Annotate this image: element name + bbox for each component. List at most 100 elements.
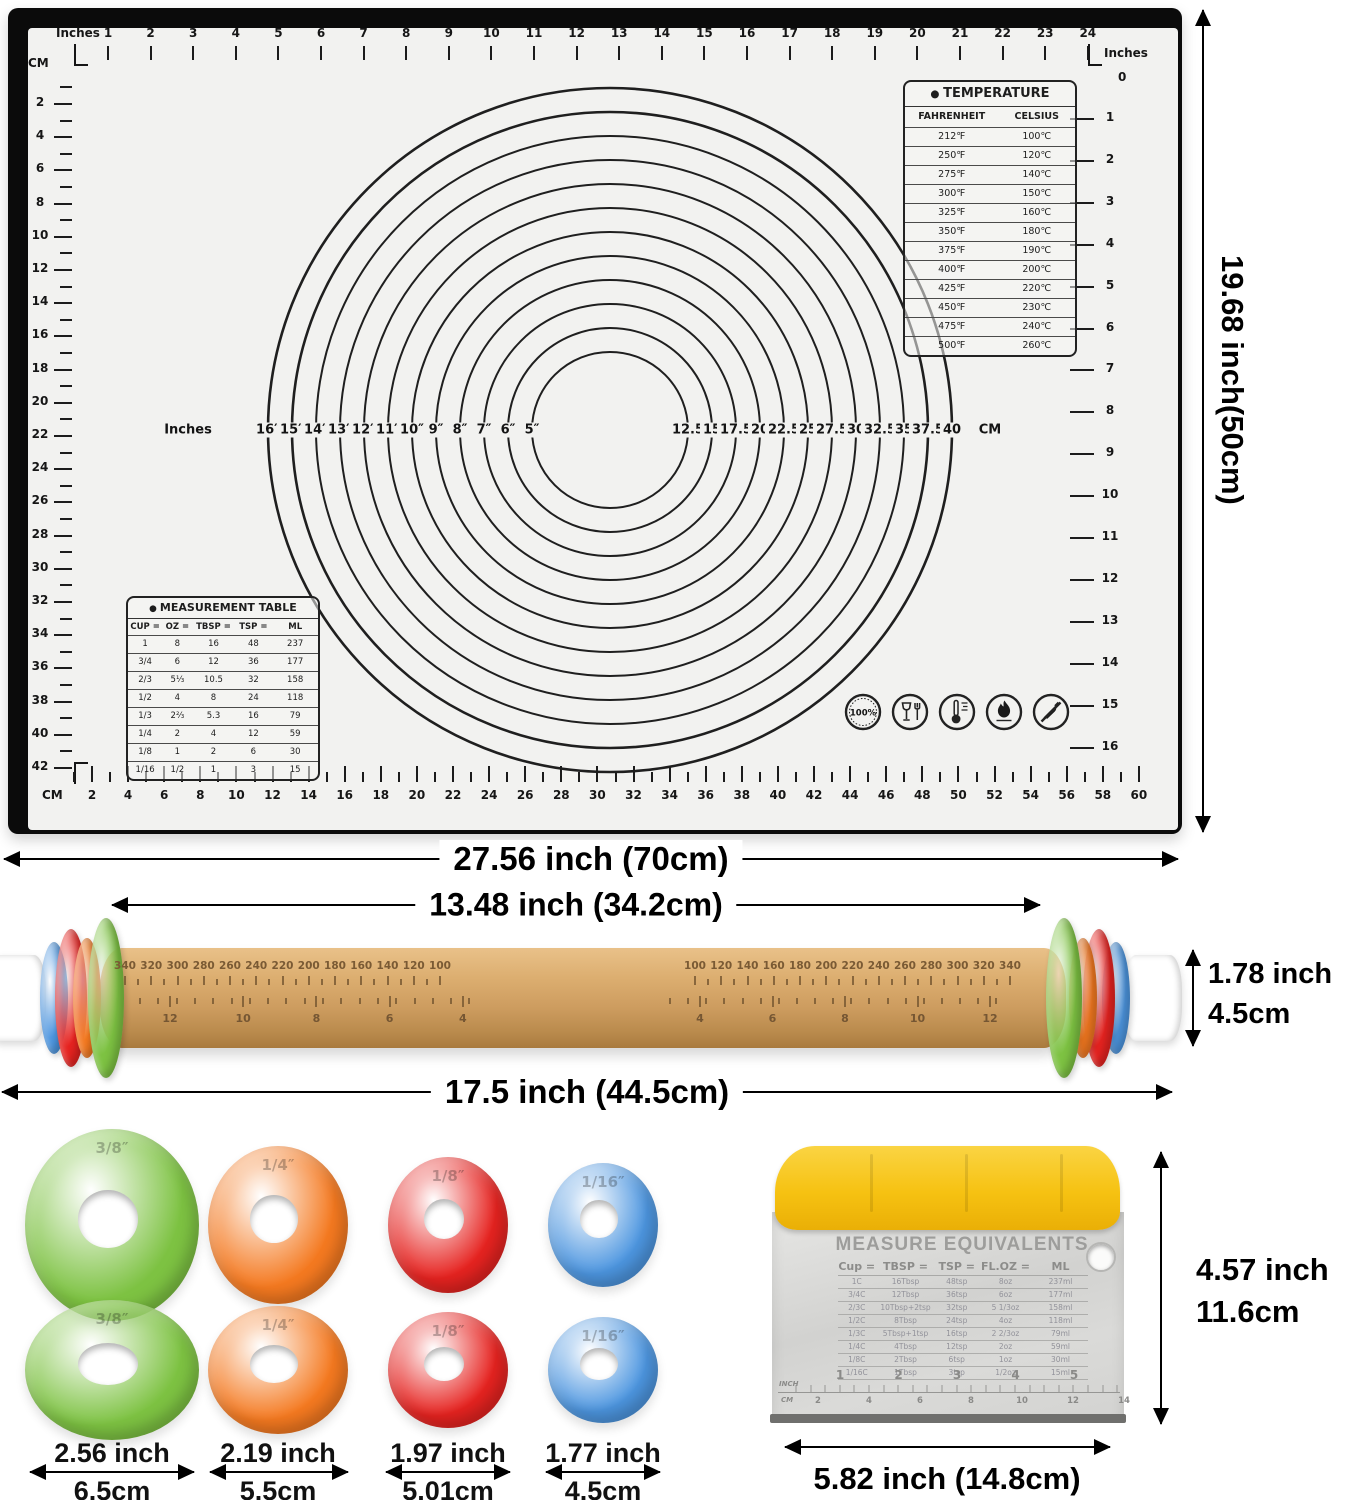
pin-inch-minor-tick bbox=[977, 998, 980, 1004]
mat-top-ruler-tick bbox=[447, 46, 450, 60]
mat-top-ruler-tick bbox=[149, 46, 152, 60]
measurement-table-header: CUP = OZ = TBSP = TSP = ML bbox=[128, 619, 318, 635]
mat-left-ruler-number: 10 bbox=[31, 227, 49, 242]
scraper-ruler-inch-number: 5 bbox=[1069, 1368, 1079, 1382]
table-cell: 3tsp bbox=[948, 1368, 965, 1377]
pin-inch-minor-tick bbox=[230, 998, 233, 1004]
circle-inch-label: 15″ bbox=[277, 422, 307, 438]
mat-right-ruler-dash bbox=[1070, 369, 1094, 372]
table-cell: 150℃ bbox=[1022, 188, 1052, 199]
table-cell: 12Tbsp bbox=[891, 1290, 920, 1299]
pin-inch-minor-tick bbox=[850, 998, 853, 1004]
table-cell: 400℉ bbox=[938, 264, 966, 275]
handle-groove bbox=[965, 1154, 968, 1212]
mat-top-ruler-number: 18 bbox=[823, 26, 841, 40]
table-cell: 190℃ bbox=[1022, 245, 1052, 256]
table-cell: 59ml bbox=[1051, 1342, 1070, 1351]
mat-left-ruler-minor bbox=[60, 584, 72, 587]
table-cell: 10Tbsp+2tsp bbox=[880, 1303, 931, 1312]
table-cell: 4 bbox=[174, 693, 181, 703]
pin-inch-minor-tick bbox=[395, 998, 398, 1004]
orange-thickness-ring: 1/4″ bbox=[208, 1146, 348, 1304]
table-cell: 1/4 bbox=[138, 729, 152, 739]
mat-right-ruler-dash bbox=[1070, 243, 1094, 246]
table-cell: 160℃ bbox=[1022, 207, 1052, 218]
pin-inch-tick bbox=[989, 996, 991, 1007]
mat-bottom-ruler-tick bbox=[1137, 766, 1140, 782]
mat-top-ruler-number: 22 bbox=[994, 26, 1011, 40]
circle-cm-label: 22.5 bbox=[764, 422, 804, 438]
mat-bottom-ruler-number: 58 bbox=[1094, 788, 1112, 802]
mat-bottom-ruler-tick bbox=[415, 766, 418, 782]
table-cell: 237 bbox=[287, 639, 304, 649]
mat-bottom-ruler-tick bbox=[379, 766, 382, 782]
table-row: 1/2C 8Tbsp 24tsp 4oz 118ml bbox=[838, 1315, 1088, 1328]
table-cell: 118 bbox=[287, 693, 304, 703]
mat-bottom-ruler-minor bbox=[939, 772, 942, 782]
mat-left-ruler-dash bbox=[54, 700, 72, 703]
circle-inch-label: 8″ bbox=[449, 422, 471, 438]
mat-bottom-ruler-minor bbox=[903, 772, 906, 782]
pin-mm-minor-tick bbox=[189, 979, 192, 985]
pin-mm-mark: 320 bbox=[972, 960, 995, 972]
circle-inch-label: 11″ bbox=[373, 422, 403, 438]
mat-right-ruler-number: 6 bbox=[1105, 319, 1115, 334]
table-row: 1/3C 5Tbsp+1tsp 16tsp 2 2/3oz 79ml bbox=[838, 1328, 1088, 1341]
table-cell: 1/3 bbox=[138, 711, 152, 721]
corner-bracket bbox=[74, 762, 88, 784]
table-cell: 120℃ bbox=[1022, 150, 1052, 161]
mat-bottom-ruler-number: 54 bbox=[1022, 788, 1039, 802]
mat-right-ruler-dash bbox=[1070, 578, 1094, 581]
mat-right-ruler-dash bbox=[1070, 746, 1094, 749]
svg-text:100%: 100% bbox=[850, 709, 877, 719]
mat-bottom-ruler-tick bbox=[560, 766, 563, 782]
mat-left-ruler-minor bbox=[60, 418, 72, 421]
pin-inch-minor-tick bbox=[687, 998, 690, 1004]
flame-icon bbox=[984, 692, 1024, 732]
pin-inch-tick bbox=[699, 996, 701, 1007]
table-cell: 1/3C bbox=[848, 1329, 866, 1338]
mat-bottom-ruler-minor bbox=[506, 772, 509, 782]
mat-top-ruler-tick bbox=[618, 46, 621, 60]
pin-inch-minor-tick bbox=[193, 998, 196, 1004]
green-adjust-ring bbox=[1046, 918, 1082, 1078]
ring-hole bbox=[423, 1198, 465, 1240]
pin-diameter-arrow bbox=[1185, 949, 1201, 1047]
pin-mm-minor-tick bbox=[399, 979, 402, 985]
circle-cm-label: 17.5 bbox=[716, 422, 756, 438]
mat-bottom-ruler-number: 50 bbox=[950, 788, 967, 802]
mat-top-ruler-tick bbox=[660, 46, 663, 60]
scraper-table-header: Cup = TBSP = TSP = FL.OZ = ML bbox=[838, 1260, 1088, 1276]
mat-bottom-ruler-minor bbox=[795, 772, 797, 782]
measurement-table: MEASUREMENT TABLE CUP = OZ = TBSP = TSP = ML 1… bbox=[126, 596, 320, 781]
pin-mm-mark: 120 bbox=[402, 960, 425, 972]
mat-bottom-ruler-tick bbox=[885, 766, 888, 782]
green-thickness-ring: 3/8″ bbox=[25, 1129, 199, 1321]
mat-bottom-ruler-tick bbox=[596, 766, 599, 782]
mat-top-ruler-tick bbox=[831, 46, 834, 60]
pin-mm-mark: 180 bbox=[324, 960, 346, 972]
mat-left-ruler-dash bbox=[54, 136, 72, 139]
table-row: 1/4C 4Tbsp 12tsp 2oz 59ml bbox=[838, 1341, 1088, 1354]
table-cell: 2⅔ bbox=[170, 711, 185, 721]
pin-mm-tick bbox=[439, 976, 441, 985]
mat-bottom-ruler-tick bbox=[452, 766, 454, 782]
green-thickness-ring: 3/8″ bbox=[25, 1300, 199, 1440]
table-cell: 2/3C bbox=[848, 1303, 866, 1312]
pin-inch-minor-tick bbox=[705, 998, 708, 1004]
table-cell: 16Tbsp bbox=[891, 1277, 920, 1286]
ring-width-arrow bbox=[29, 1464, 195, 1480]
table-cell: 1C bbox=[851, 1277, 862, 1286]
table-row: 400℉ 200℃ bbox=[905, 260, 1075, 279]
pin-inch-tick bbox=[315, 996, 318, 1007]
pin-inch-minor-tick bbox=[376, 998, 379, 1004]
circle-inches-heading: Inches bbox=[161, 422, 215, 438]
pin-inch-mark: 10 bbox=[235, 1012, 251, 1025]
mat-width-dimension: 27.56 inch (70cm) bbox=[439, 840, 743, 878]
pin-inch-minor-tick bbox=[358, 998, 361, 1004]
mat-left-ruler-dash bbox=[54, 667, 72, 670]
mat-bottom-ruler-number: 46 bbox=[877, 788, 895, 802]
scraper-ruler-inch-number: 4 bbox=[1011, 1368, 1020, 1382]
mat-top-ruler-tick bbox=[575, 46, 578, 60]
table-cell: 3/4 bbox=[138, 657, 152, 667]
